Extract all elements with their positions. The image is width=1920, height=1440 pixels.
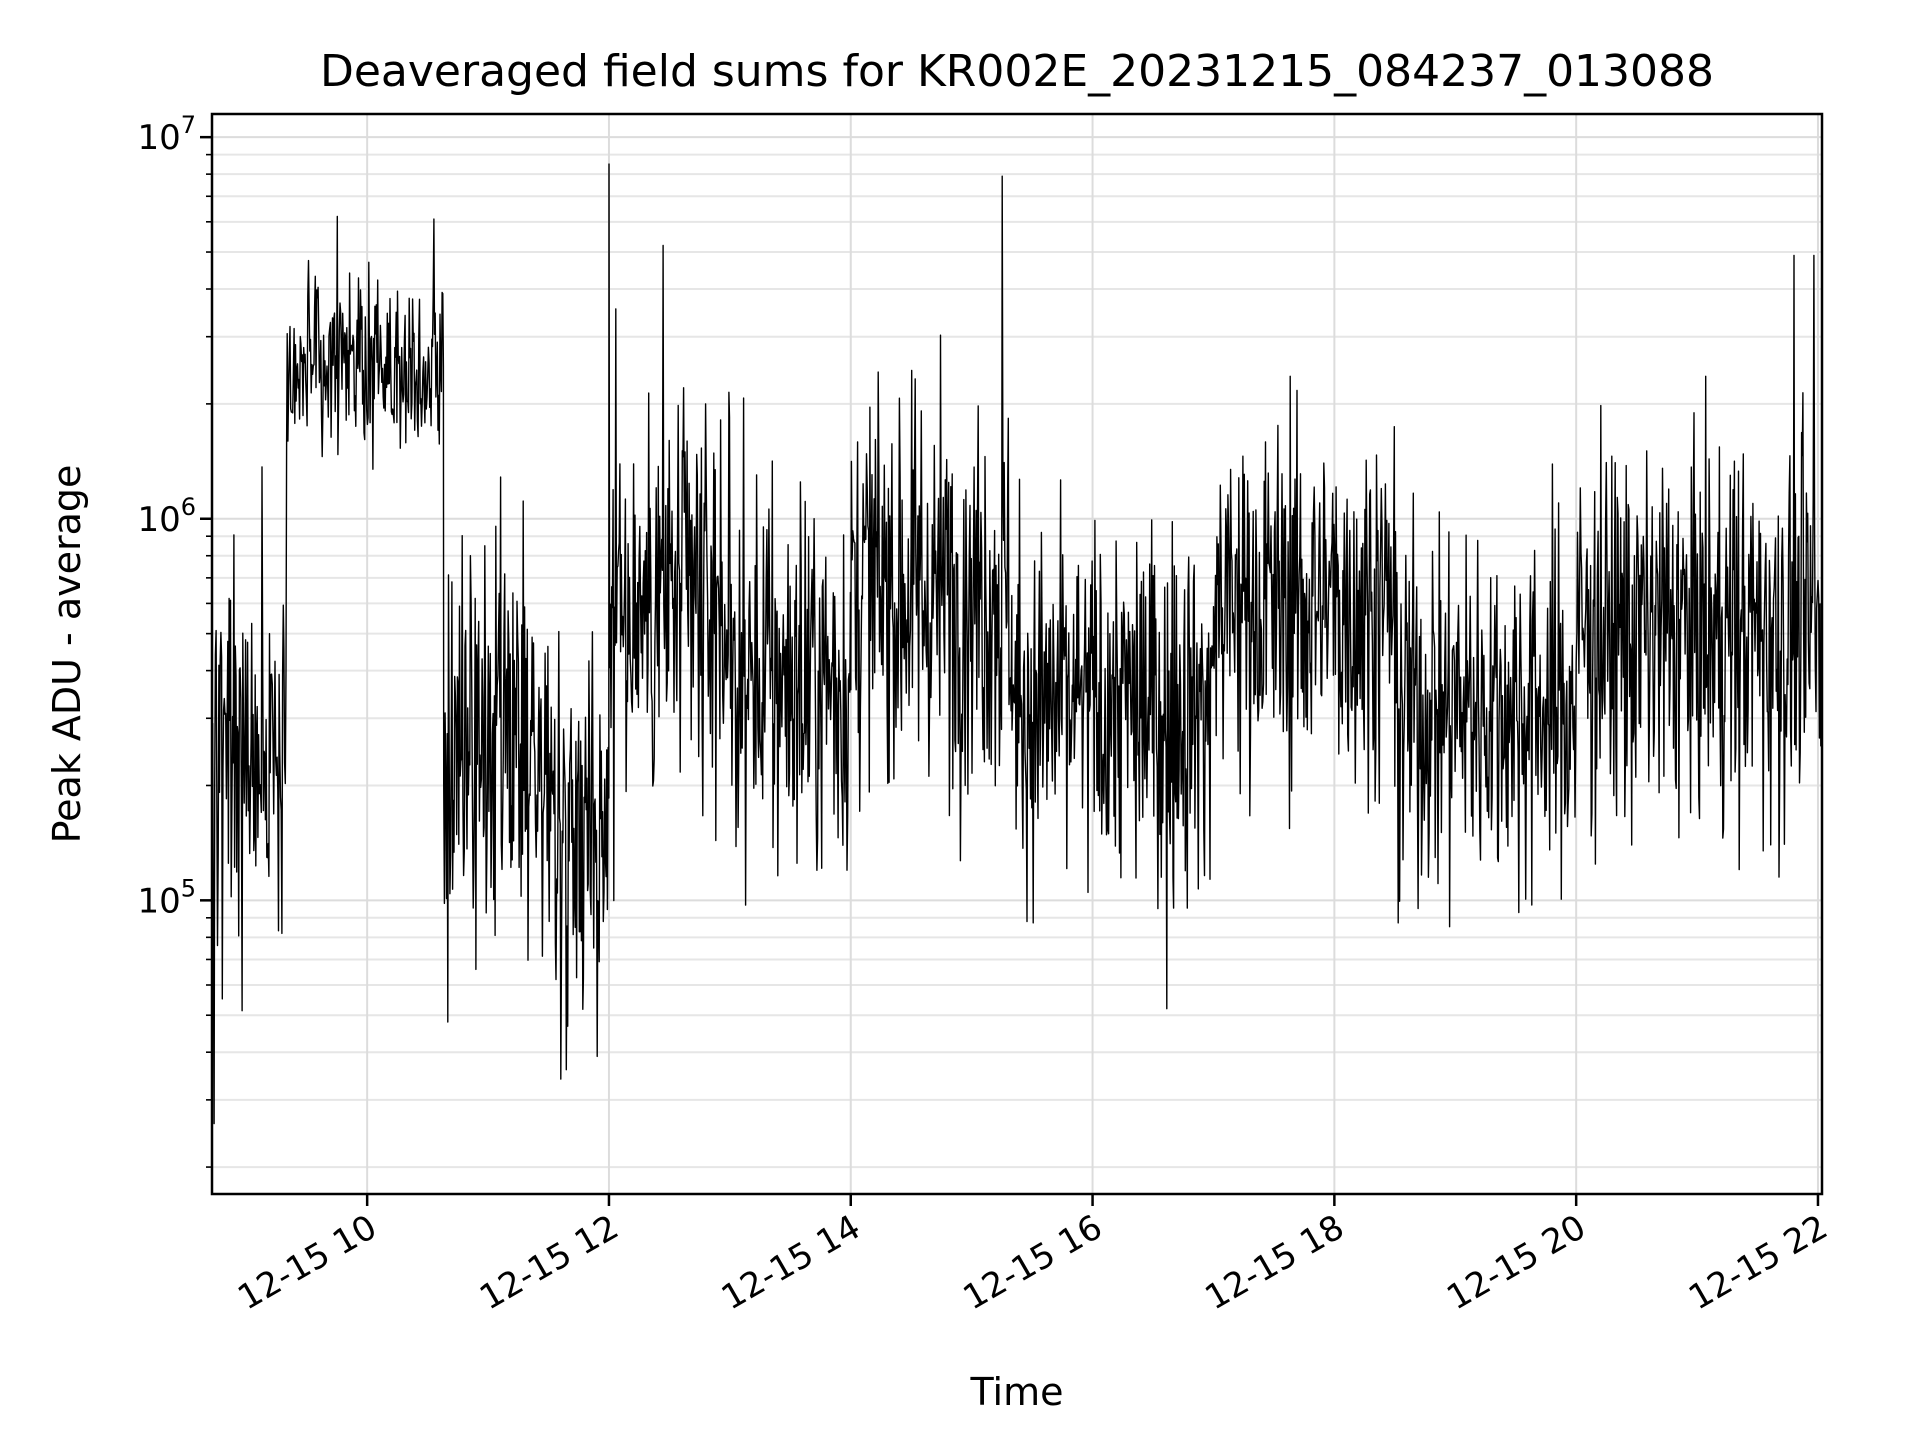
chart-title: Deaveraged field sums for KR002E_2023121… <box>320 46 1714 97</box>
x-tick-label: 12-15 18 <box>1198 1207 1350 1318</box>
series-line-0 <box>211 163 1823 1125</box>
x-axis: 12-15 10 12-15 12 12-15 14 12-15 16 12-15 18… <box>231 1194 1834 1318</box>
x-tick-label: 12-15 10 <box>231 1207 383 1318</box>
x-axis-label: Time <box>970 1370 1064 1414</box>
x-tick-label: 12-15 12 <box>473 1207 625 1318</box>
x-tick-label: 12-15 22 <box>1682 1207 1834 1318</box>
plot-frame <box>210 112 1824 1196</box>
y-tick-label: 107 <box>137 111 196 158</box>
x-tick-label: 12-15 16 <box>957 1207 1109 1318</box>
x-tick-label: 12-15 14 <box>715 1207 867 1318</box>
y-axis-label: Peak ADU - average <box>45 465 89 844</box>
x-tick-label: 12-15 20 <box>1440 1207 1592 1318</box>
y-axis: 105 106 107 <box>137 111 212 1168</box>
y-tick-label: 105 <box>137 874 196 921</box>
plot-area <box>211 163 1823 1125</box>
y-tick-label: 106 <box>137 493 196 540</box>
